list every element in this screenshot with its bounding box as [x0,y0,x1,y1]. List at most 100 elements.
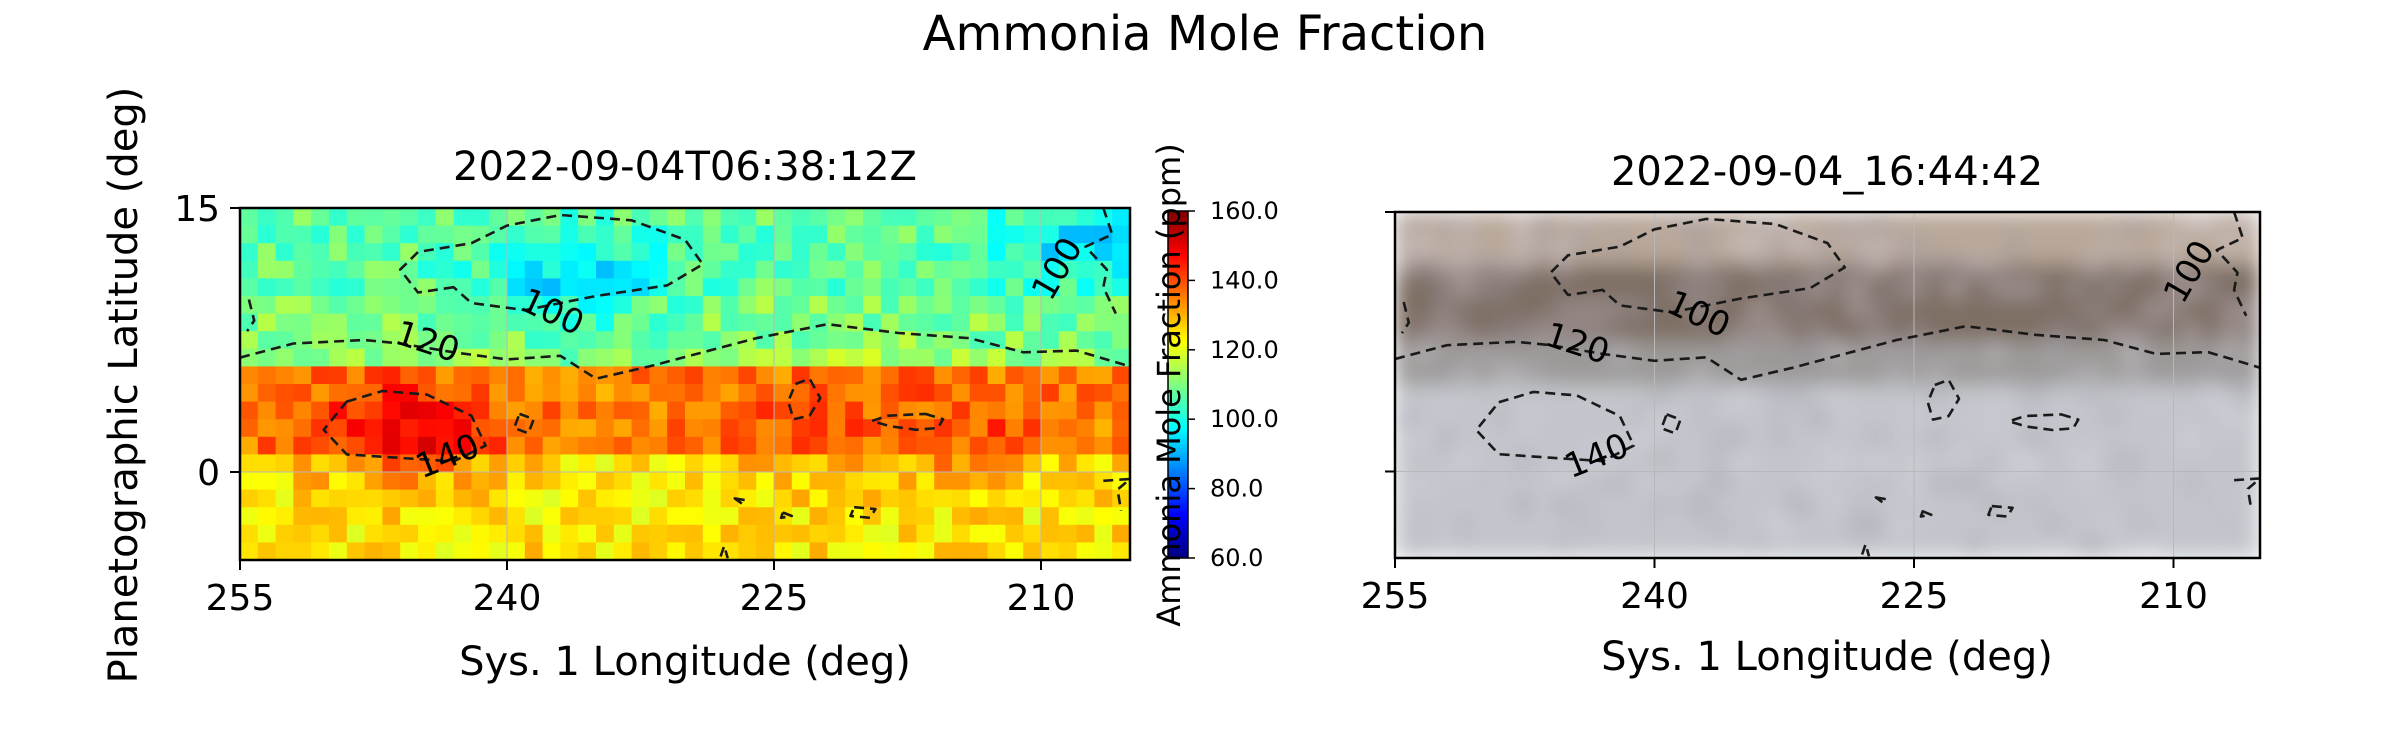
heatmap-cell [880,489,900,508]
heatmap-cell [418,507,437,526]
image-cell [2240,298,2260,321]
heatmap-cell [880,366,900,385]
heatmap-cell [524,366,544,385]
heatmap-cell [898,296,917,315]
heatmap-cell [738,489,757,508]
heatmap-cell [382,524,401,543]
heatmap-cell [685,208,704,227]
heatmap-cell [293,436,312,455]
heatmap-cell [863,225,882,244]
heatmap-cell [596,524,615,543]
heatmap-cell [435,436,455,455]
heatmap-cell [756,507,775,526]
image-cell [2024,276,2044,299]
heatmap-cell [311,507,330,526]
image-cell [1748,298,1769,321]
heatmap-cell [863,260,882,279]
heatmap-cell [489,225,508,244]
heatmap-cell [1112,454,1130,473]
heatmap-cell [1023,331,1042,350]
image-cell [1788,385,1808,407]
heatmap-cell [934,384,953,403]
heatmap-cell [1023,366,1042,385]
image-cell [1866,212,1887,234]
heatmap-cell [293,313,312,332]
heatmap-cell [863,366,882,385]
heatmap-cell [1041,278,1060,297]
heatmap-cell [827,313,846,332]
image-cell [1434,298,1454,321]
heatmap-cell [845,313,864,332]
heatmap-cell [845,296,864,315]
heatmap-cell [382,454,401,473]
left-y-axis-label: Planetographic Latitude (deg) [101,87,147,684]
heatmap-cell [934,243,953,262]
heatmap-cell [311,472,330,491]
colorbar-tick-label: 100.0 [1210,405,1279,433]
heatmap-cell [1005,366,1024,385]
image-cell [1906,493,1926,515]
image-cell [1984,493,2005,515]
heatmap-cell [791,507,811,526]
heatmap-cell [275,313,294,332]
image-cell [1807,255,1828,277]
heatmap-cell [1094,366,1113,385]
heatmap-cell [453,384,472,403]
heatmap-cell [631,331,650,350]
image-cell [1434,385,1454,407]
heatmap-cell [596,507,615,526]
heatmap-cell [880,507,900,526]
contour-line-140 [322,389,487,463]
contour-line-120 [719,544,729,559]
heatmap-cell [685,243,704,262]
y-tick-label: 15 [174,189,220,230]
heatmap-cell [969,419,989,438]
heatmap-cell [720,542,739,560]
image-cell [1748,428,1769,450]
heatmap-cell [560,507,579,526]
image-cell [2161,276,2182,299]
heatmap-cell [809,401,828,420]
heatmap-cell [809,419,828,438]
image-cell [1670,276,1690,299]
x-tick-label: 255 [1361,576,1430,617]
heatmap-cell [898,331,917,350]
heatmap-cell [596,401,615,420]
heatmap-cell [649,278,668,297]
x-tick-label: 210 [1007,578,1076,619]
image-cell [1925,363,1946,385]
heatmap-cell [738,419,757,438]
heatmap-cell [435,243,455,262]
heatmap-cell [240,524,259,543]
heatmap-cell [952,225,971,244]
heatmap-cell [471,419,490,438]
heatmap-cell [240,278,259,297]
heatmap-cell [880,208,900,227]
image-cell [1552,320,1572,342]
heatmap-cell [418,331,437,350]
heatmap-cell [845,366,864,385]
heatmap-cell [791,278,811,297]
heatmap-cell [845,401,864,420]
image-cell [1473,276,1494,299]
heatmap-cell [435,313,455,332]
heatmap-cell [987,260,1006,279]
heatmap-cell [934,366,953,385]
heatmap-cell [524,489,544,508]
image-cell [1512,255,1533,277]
heatmap-cell [524,225,544,244]
heatmap-cell [880,260,900,279]
heatmap-cell [685,436,704,455]
heatmap-cell [756,313,775,332]
image-cell [1748,212,1769,234]
heatmap-cell [1041,489,1060,508]
heatmap-cell [952,419,971,438]
heatmap-cell [489,524,508,543]
heatmap-cell [1076,296,1095,315]
heatmap-cell [613,331,633,350]
image-cell [1984,449,2005,472]
heatmap-cell [1023,384,1042,403]
image-cell [1906,471,1926,494]
heatmap-cell [845,507,864,526]
heatmap-cell [952,454,971,473]
